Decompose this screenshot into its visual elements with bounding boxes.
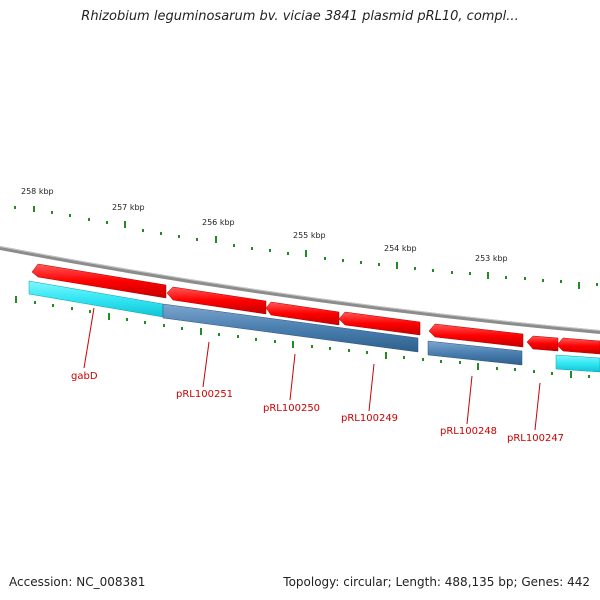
forward-cds-track — [31, 263, 600, 355]
gene-bar-pRL100248[interactable] — [427, 340, 523, 366]
gene-bar-pRL100251-pRL100249[interactable] — [162, 303, 419, 353]
backbone-arc-highlight — [0, 246, 600, 331]
gene-label-pRL100249[interactable]: pRL100249 — [341, 413, 398, 424]
gene-label-pRL100251[interactable]: pRL100251 — [176, 389, 233, 400]
cds-arrow[interactable] — [556, 337, 600, 355]
ruler-label: 257 kbp — [112, 203, 145, 212]
lower-ruler-ticks — [15, 296, 590, 378]
cds-arrow[interactable] — [338, 311, 421, 336]
cds-arrow[interactable] — [428, 323, 524, 348]
ruler-label: 255 kbp — [293, 231, 326, 240]
backbone-arc — [0, 246, 600, 334]
map-title: Rhizobium leguminosarum bv. viciae 3841 … — [81, 9, 519, 24]
cds-arrow[interactable] — [526, 335, 559, 352]
gene-bar-pRL100247[interactable] — [555, 354, 600, 373]
gene-label-pRL100250[interactable]: pRL100250 — [263, 403, 320, 414]
gene-label-pRL100247[interactable]: pRL100247 — [507, 433, 564, 444]
accession-text: Accession: NC_008381 — [9, 575, 146, 589]
gene-label-gabD[interactable]: gabD — [71, 371, 98, 382]
gene-leader-lines — [83, 307, 541, 431]
ruler-label: 258 kbp — [21, 187, 54, 196]
ruler-ticks — [14, 206, 598, 289]
gene-label-pRL100248[interactable]: pRL100248 — [440, 426, 497, 437]
ruler-label: 253 kbp — [475, 254, 508, 263]
ruler-label: 254 kbp — [384, 244, 417, 253]
cds-arrow[interactable] — [31, 263, 167, 299]
genome-summary-text: Topology: circular; Length: 488,135 bp; … — [283, 575, 590, 589]
ruler-label: 256 kbp — [202, 218, 235, 227]
gene-track — [28, 280, 600, 373]
cds-arrow[interactable] — [265, 301, 340, 326]
cds-arrow[interactable] — [166, 286, 267, 315]
